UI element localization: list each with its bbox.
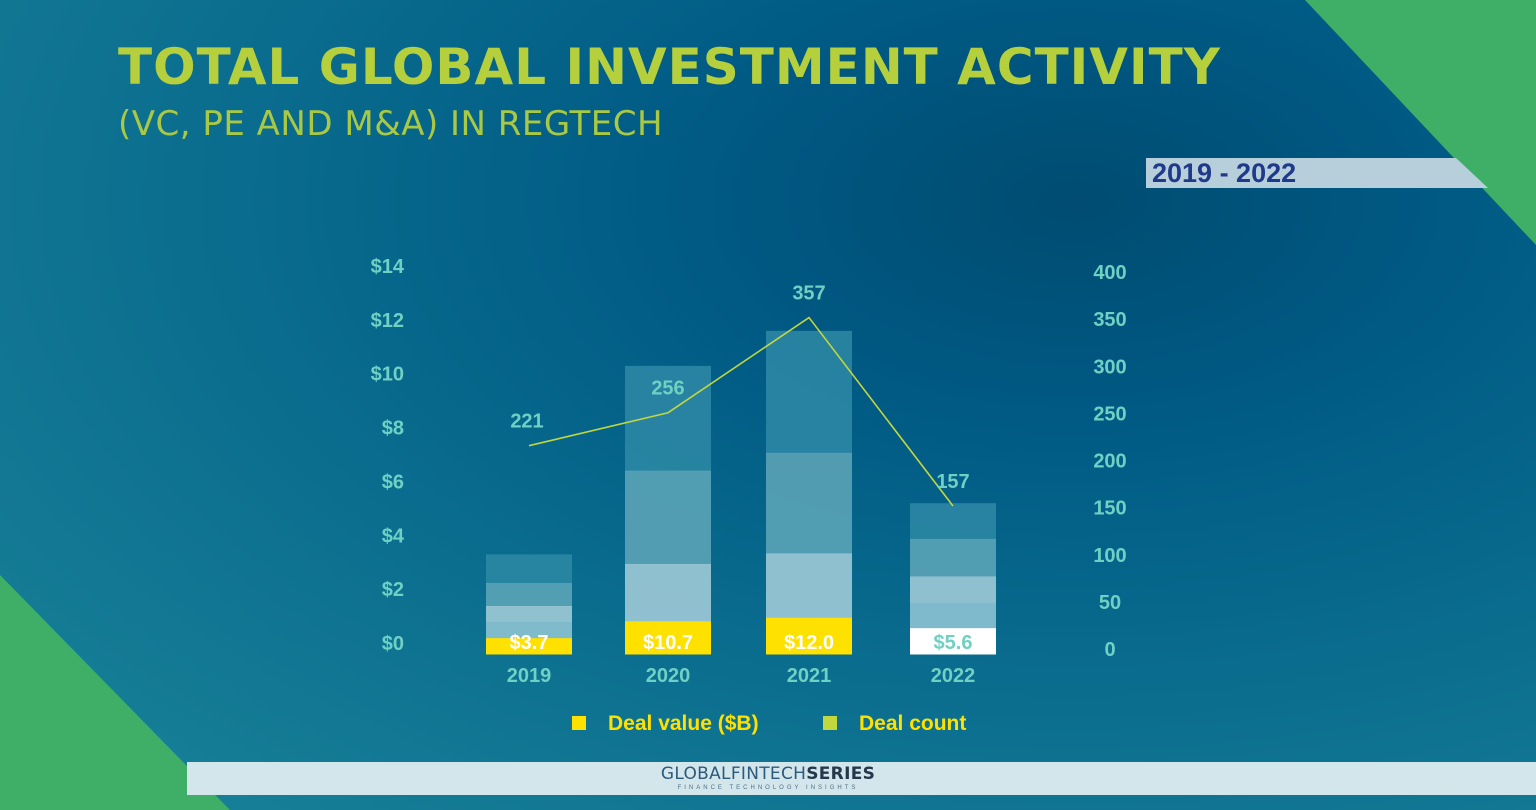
legend: Deal value ($B) Deal count (572, 712, 966, 735)
right-axis-tick-label: 350 (1093, 309, 1126, 331)
x-axis: 2019 2020 2021 2022 (507, 665, 976, 687)
right-axis-tick-label: 100 (1093, 545, 1126, 567)
left-axis-tick-label: $8 (382, 418, 404, 440)
deal-count-label: 256 (651, 378, 684, 400)
bar-stack-segment (766, 553, 852, 619)
bar-stack-segment (486, 621, 572, 639)
left-axis-tick-label: $2 (382, 579, 404, 601)
legend-swatch (572, 716, 586, 730)
bar-stack-segment (486, 554, 572, 584)
top-right-corner-triangle (1305, 0, 1536, 245)
footer-brand: GLOBALFINTECHSERIES (0, 764, 1536, 784)
bar-stack-segment (486, 605, 572, 622)
x-axis-tick-label: 2020 (646, 665, 691, 687)
deal-count-line (528, 316, 954, 507)
left-axis-tick-label: $0 (382, 633, 404, 655)
bar-stack-segment (766, 330, 852, 454)
bar-stack-segment (910, 602, 996, 629)
right-axis-tick-label: 200 (1093, 451, 1126, 473)
right-y-axis: 0 50 100 150 200 250 300 350 400 (1093, 262, 1126, 661)
bar-deal-value (910, 628, 996, 655)
bar-stack-segment (910, 503, 996, 540)
chart-subtitle: (VC, PE AND M&A) IN REGTECH (118, 104, 664, 144)
bar-deal-value (486, 638, 572, 655)
bar-stack-segment (486, 583, 572, 607)
bar-value-label: $12.0 (784, 632, 834, 654)
left-axis-tick-label: $12 (371, 310, 404, 332)
date-range-banner (1146, 158, 1488, 188)
brand-light-text: GLOBALFINTECH (660, 764, 807, 784)
bar-deal-value (766, 617, 852, 655)
left-y-axis: $0 $2 $4 $6 $8 $10 $12 $14 (371, 256, 405, 655)
line-series-deal-count: 221 256 357 157 (510, 283, 970, 507)
right-axis-tick-label: 400 (1093, 262, 1126, 284)
bar-stack-segment (766, 452, 852, 554)
left-axis-tick-label: $10 (371, 364, 404, 386)
left-axis-tick-label: $6 (382, 471, 404, 493)
legend-item-deal-value: Deal value ($B) (608, 712, 759, 735)
legend-swatch (823, 716, 837, 730)
bar-stack-segment (625, 563, 711, 622)
bar-stack-segment (625, 470, 711, 565)
bar-stack-segment (910, 576, 996, 603)
left-axis-tick-label: $4 (382, 525, 405, 547)
x-axis-tick-label: 2019 (507, 665, 552, 687)
x-axis-tick-label: 2021 (787, 665, 832, 687)
right-axis-tick-label: 250 (1093, 403, 1126, 425)
chart: $0 $2 $4 $6 $8 $10 $12 $14 0 50 100 150 200 250 300 35… (371, 256, 1127, 735)
chart-title: TOTAL GLOBAL INVESTMENT ACTIVITY (118, 38, 1221, 96)
bar-stack-segment (910, 538, 996, 577)
bottom-left-corner-triangle (0, 575, 230, 810)
x-axis-tick-label: 2022 (931, 665, 976, 687)
left-axis-tick-label: $14 (371, 256, 405, 278)
bar-value-label: $10.7 (643, 632, 693, 654)
bar-stack-segment (625, 365, 711, 472)
brand-bold-text: SERIES (806, 764, 876, 784)
deal-count-label: 157 (936, 471, 969, 493)
deal-count-label: 357 (792, 283, 825, 305)
right-axis-tick-label: 300 (1093, 356, 1126, 378)
footer-strip (187, 762, 1536, 795)
bar-deal-value (625, 621, 711, 655)
bar-value-label: $5.6 (934, 632, 973, 654)
date-range-label: 2019 - 2022 (1152, 158, 1296, 188)
right-axis-tick-label: 0 (1104, 639, 1115, 661)
footer-tagline: FINANCE TECHNOLOGY INSIGHTS (677, 785, 859, 791)
bar-series-deal-value: $3.7 $10.7 $12.0 $5.6 (486, 330, 996, 655)
deal-count-label: 221 (510, 411, 543, 433)
legend-item-deal-count: Deal count (859, 712, 966, 735)
right-axis-tick-label: 150 (1093, 498, 1126, 520)
bar-value-label: $3.7 (510, 632, 549, 654)
right-axis-tick-label: 50 (1099, 592, 1121, 614)
